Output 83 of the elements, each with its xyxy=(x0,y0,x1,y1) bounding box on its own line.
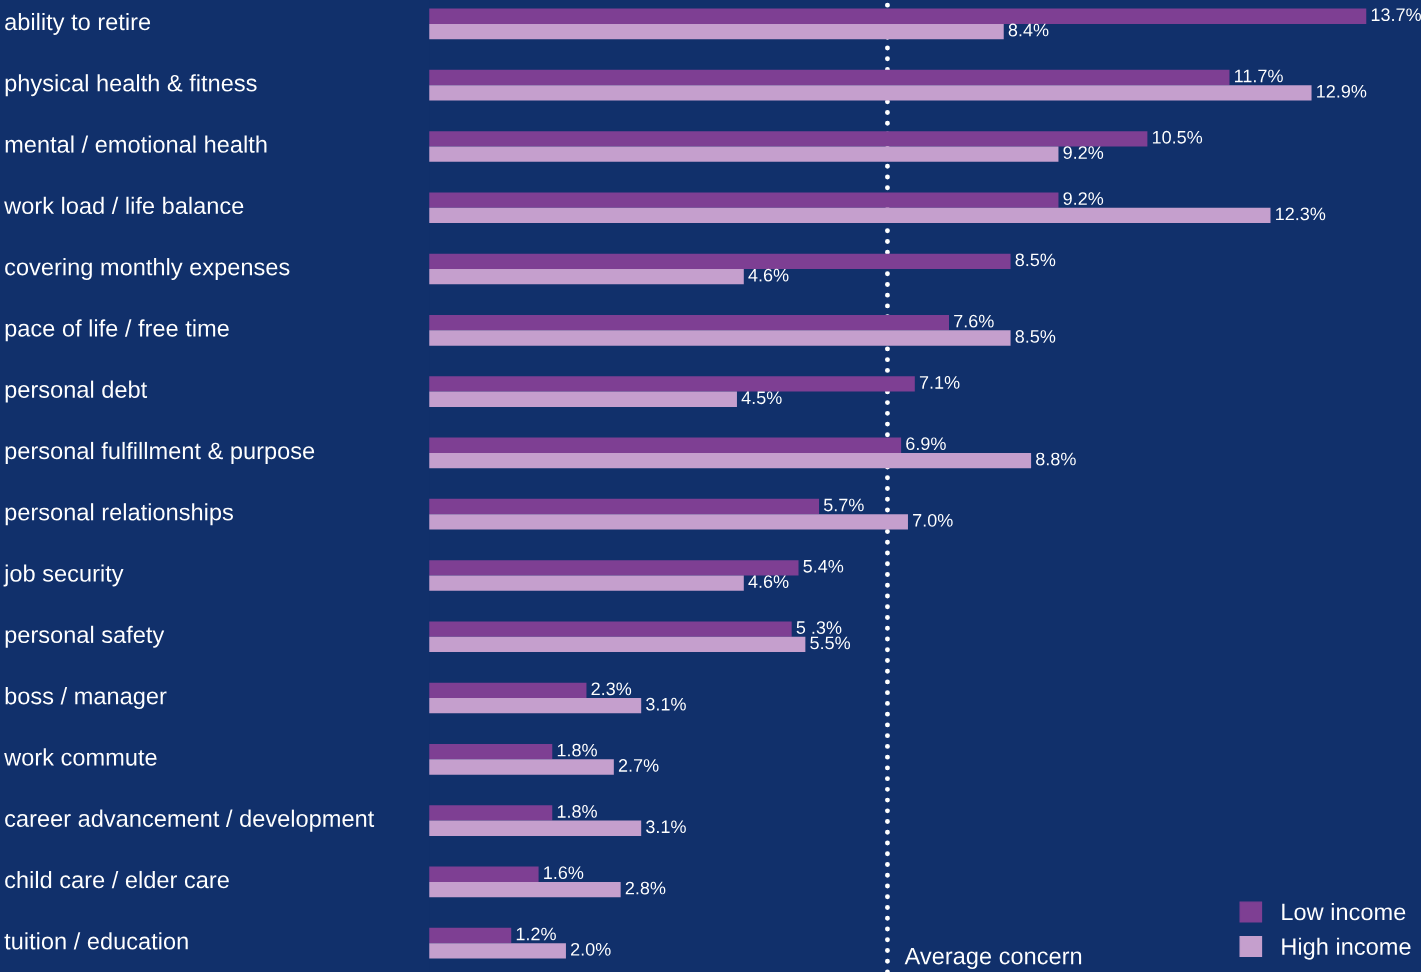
data-label: 5 .3% xyxy=(796,621,842,634)
bar xyxy=(429,560,799,576)
data-label: 9.2% xyxy=(1063,192,1104,205)
data-label: 3.1% xyxy=(646,820,686,834)
bar xyxy=(429,437,902,453)
bar xyxy=(429,820,642,836)
legend-label: High income xyxy=(1282,937,1411,960)
bar xyxy=(429,8,1367,24)
data-label: 2.3% xyxy=(591,682,632,696)
bar xyxy=(429,69,1230,86)
data-label: 1.2% xyxy=(516,927,556,941)
data-label: 4.6% xyxy=(748,575,789,588)
bar xyxy=(429,805,553,821)
data-label: 8.8% xyxy=(1036,452,1076,466)
bar xyxy=(429,636,806,653)
bar xyxy=(429,253,1011,270)
data-label: 6.9% xyxy=(906,437,946,451)
bar xyxy=(429,330,1011,346)
y-tick-label: tuition / education xyxy=(4,932,188,950)
y-tick-label: work commute xyxy=(4,748,157,766)
bar xyxy=(429,452,1032,469)
bar xyxy=(429,575,744,591)
data-label: 2.0% xyxy=(571,942,611,956)
data-label: 13.7% xyxy=(1371,8,1421,22)
data-label: 5.7% xyxy=(823,498,864,512)
bar xyxy=(429,943,566,959)
y-tick-label: personal fulfillment & purpose xyxy=(5,441,315,464)
y-tick-label: pace of life / free time xyxy=(5,319,229,342)
data-label: 8.5% xyxy=(1015,330,1056,343)
bar xyxy=(429,744,553,760)
bar xyxy=(429,498,820,515)
data-label: 8.4% xyxy=(1008,23,1049,37)
data-label: 12.9% xyxy=(1317,84,1367,98)
y-tick-label: personal relationships xyxy=(5,503,233,526)
data-label: 2.7% xyxy=(618,759,659,772)
bar xyxy=(429,85,1312,101)
bar xyxy=(429,269,744,285)
bar xyxy=(429,315,950,331)
bar xyxy=(429,391,737,407)
y-tick-label: personal safety xyxy=(5,625,165,648)
y-tick-label: career advancement / development xyxy=(5,809,375,832)
ref-line-label: Average concern xyxy=(904,947,1082,970)
bar xyxy=(429,146,1059,162)
bar xyxy=(429,866,539,882)
data-label: 7.0% xyxy=(913,513,953,527)
y-tick-label: boss / manager xyxy=(5,687,167,710)
data-label: 2.8% xyxy=(625,881,666,895)
bar xyxy=(429,376,915,392)
data-label: 4.5% xyxy=(741,391,782,405)
bar xyxy=(429,621,792,637)
bar xyxy=(429,207,1271,224)
y-tick-label: covering monthly expenses xyxy=(5,258,290,281)
y-tick-label: ability to retire xyxy=(5,12,151,35)
bar xyxy=(429,682,587,699)
bar xyxy=(429,759,614,775)
bar xyxy=(429,514,908,530)
y-tick-label: physical health & fitness xyxy=(5,74,257,97)
data-label: 7.1% xyxy=(919,376,960,389)
bar xyxy=(429,23,1004,40)
data-label: 11.7% xyxy=(1235,69,1283,83)
data-label: 10.5% xyxy=(1152,130,1203,144)
data-label: 5.5% xyxy=(810,636,851,650)
data-label: 7.6% xyxy=(954,314,994,328)
data-label: 5.4% xyxy=(803,559,844,573)
bar xyxy=(429,698,642,714)
y-tick-label: work load / life balance xyxy=(4,196,244,215)
legend-label: Low income xyxy=(1282,902,1406,921)
data-label: 12.3% xyxy=(1276,207,1326,221)
data-label: 1.8% xyxy=(557,805,597,818)
data-label: 8.5% xyxy=(1015,253,1056,267)
data-label: 9.2% xyxy=(1063,146,1104,159)
data-label: 1.6% xyxy=(544,866,584,880)
y-tick-label: mental / emotional health xyxy=(5,135,267,153)
data-label: 4.6% xyxy=(748,268,789,282)
data-label: 1.8% xyxy=(557,743,597,757)
bar xyxy=(429,881,621,898)
y-tick-label: child care / elder care xyxy=(5,870,229,889)
bar xyxy=(429,927,512,944)
data-label: 3.1% xyxy=(646,697,686,711)
y-tick-label: job security xyxy=(3,564,124,587)
y-tick-label: personal debt xyxy=(5,380,148,403)
bar xyxy=(429,131,1148,147)
bar xyxy=(429,192,1059,208)
